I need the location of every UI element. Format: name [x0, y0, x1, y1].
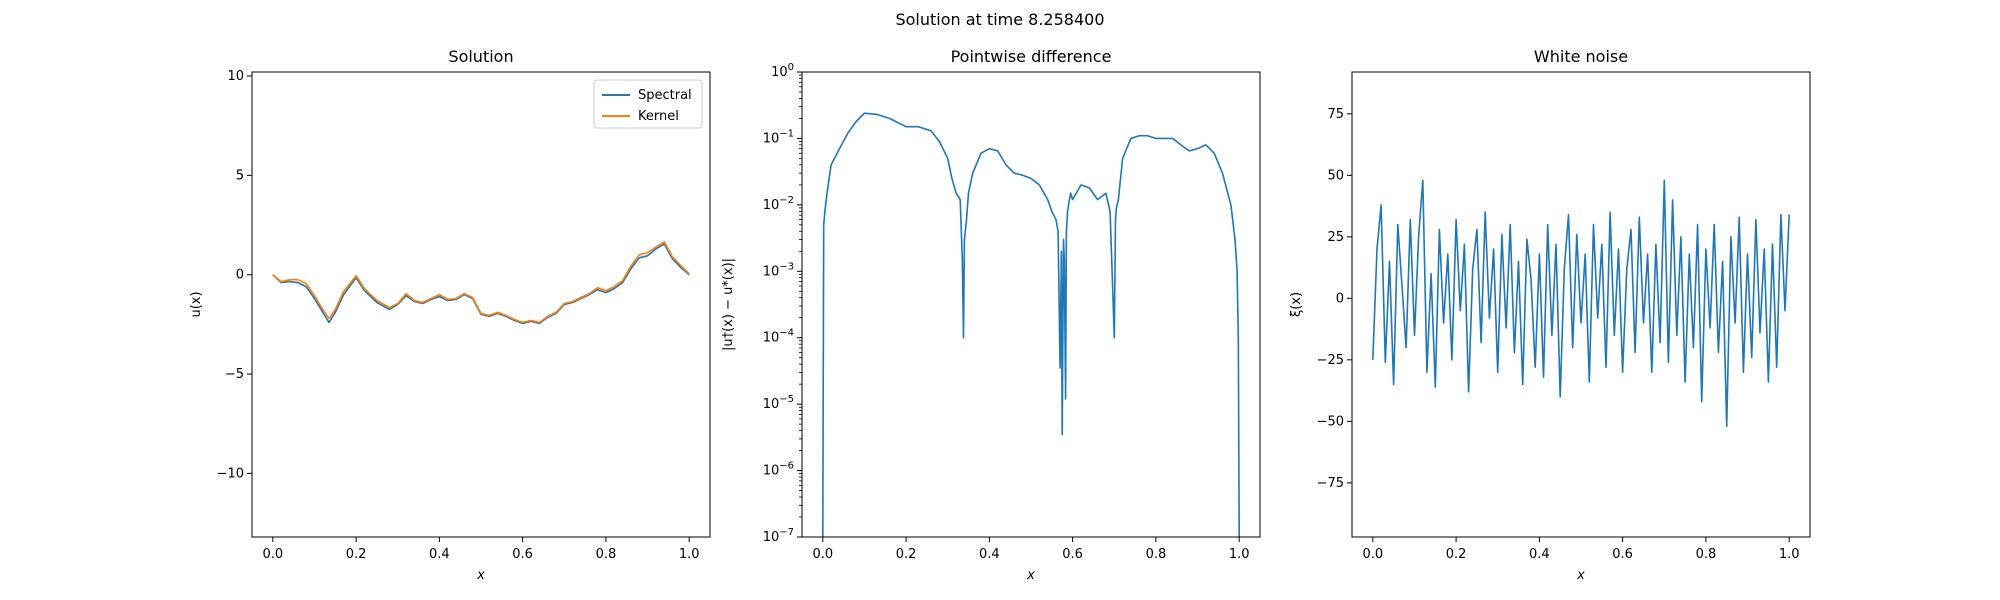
- axes-title: Pointwise difference: [951, 47, 1112, 66]
- x-tick-label: 0.2: [346, 547, 367, 562]
- y-tick-label: 10: [227, 69, 244, 84]
- x-axis-label: x: [476, 568, 485, 583]
- series-group: [821, 112, 1240, 537]
- y-axis-label: u(x): [189, 291, 204, 317]
- series-group: [1372, 179, 1790, 428]
- axes-frame: [251, 71, 711, 538]
- x-tick-label: 0.6: [512, 547, 533, 562]
- series-line: [821, 112, 1240, 537]
- x-tick-label: 0.6: [1062, 547, 1083, 562]
- x-tick-label: 0.8: [1696, 547, 1717, 562]
- x-tick-label: 1.0: [1229, 547, 1250, 562]
- y-tick-label: 25: [1327, 230, 1344, 245]
- y-tick-label: 100: [771, 62, 794, 80]
- x-tick-label: 0.6: [1612, 547, 1633, 562]
- x-tick-label: 1.0: [1779, 547, 1800, 562]
- y-tick-label: −75: [1317, 476, 1344, 491]
- x-tick-label: 0.0: [1362, 547, 1383, 562]
- pointwise-difference-panel: Pointwise difference 0.0 0.2 0.4 0.6 0.8 1.0 10…: [721, 47, 1261, 583]
- y-axis-label: |u†(x) − u*(x)|: [721, 258, 736, 351]
- legend-label-spectral: Spectral: [638, 88, 692, 103]
- y-tick-label: 5: [236, 168, 244, 183]
- x-tick-label: 0.4: [1529, 547, 1550, 562]
- figure-suptitle: Solution at time 8.258400: [895, 10, 1104, 29]
- y-tick-label: 10−1: [763, 128, 794, 146]
- x-tick-label: 0.4: [429, 547, 450, 562]
- axes-frame: [801, 71, 1261, 538]
- x-tick-label: 0.2: [1446, 547, 1467, 562]
- series-line: [1372, 179, 1790, 428]
- series-line-spectral: [272, 243, 690, 325]
- x-tick-label: 0.4: [979, 547, 1000, 562]
- axes-title: White noise: [1534, 47, 1628, 66]
- y-tick-label: −50: [1317, 414, 1344, 429]
- y-tick-label: 0: [236, 268, 244, 283]
- legend-label-kernel: Kernel: [638, 109, 679, 124]
- y-tick-label: −25: [1317, 353, 1344, 368]
- axes-title: Solution: [448, 47, 513, 66]
- y-tick-label: 0: [1336, 291, 1344, 306]
- series-line-kernel: [272, 241, 690, 324]
- x-tick-label: 0.2: [896, 547, 917, 562]
- series-group: [272, 241, 690, 325]
- solution-panel: Solution 0.0 0.2 0.4 0.6 0.8 1.0 −10 −5 0 5 10 x u(x)…: [189, 47, 711, 583]
- y-tick-label: 10−4: [763, 328, 794, 346]
- y-tick-label: −10: [217, 466, 244, 481]
- y-tick-label: 50: [1327, 168, 1344, 183]
- x-tick-label: 0.8: [596, 547, 617, 562]
- y-tick-label: 10−5: [763, 394, 794, 412]
- y-tick-label: 10−7: [763, 527, 794, 545]
- y-tick-label: 10−3: [763, 261, 794, 279]
- x-tick-label: 0.8: [1146, 547, 1167, 562]
- x-axis-label: x: [1576, 568, 1585, 583]
- legend: Spectral Kernel: [593, 79, 703, 129]
- y-tick-label: −5: [225, 367, 244, 382]
- x-tick-label: 0.0: [262, 547, 283, 562]
- axes-frame: [1351, 71, 1811, 538]
- y-tick-label: 10−2: [763, 195, 794, 213]
- white-noise-panel: White noise 0.0 0.2 0.4 0.6 0.8 1.0 −75 −50 −25 0 2…: [1289, 47, 1811, 583]
- y-tick-label: 10−6: [763, 461, 794, 479]
- x-tick-label: 0.0: [812, 547, 833, 562]
- y-tick-label: 75: [1327, 107, 1344, 122]
- x-axis-label: x: [1026, 568, 1035, 583]
- y-axis-label: ξ(x): [1289, 292, 1304, 317]
- x-tick-label: 1.0: [679, 547, 700, 562]
